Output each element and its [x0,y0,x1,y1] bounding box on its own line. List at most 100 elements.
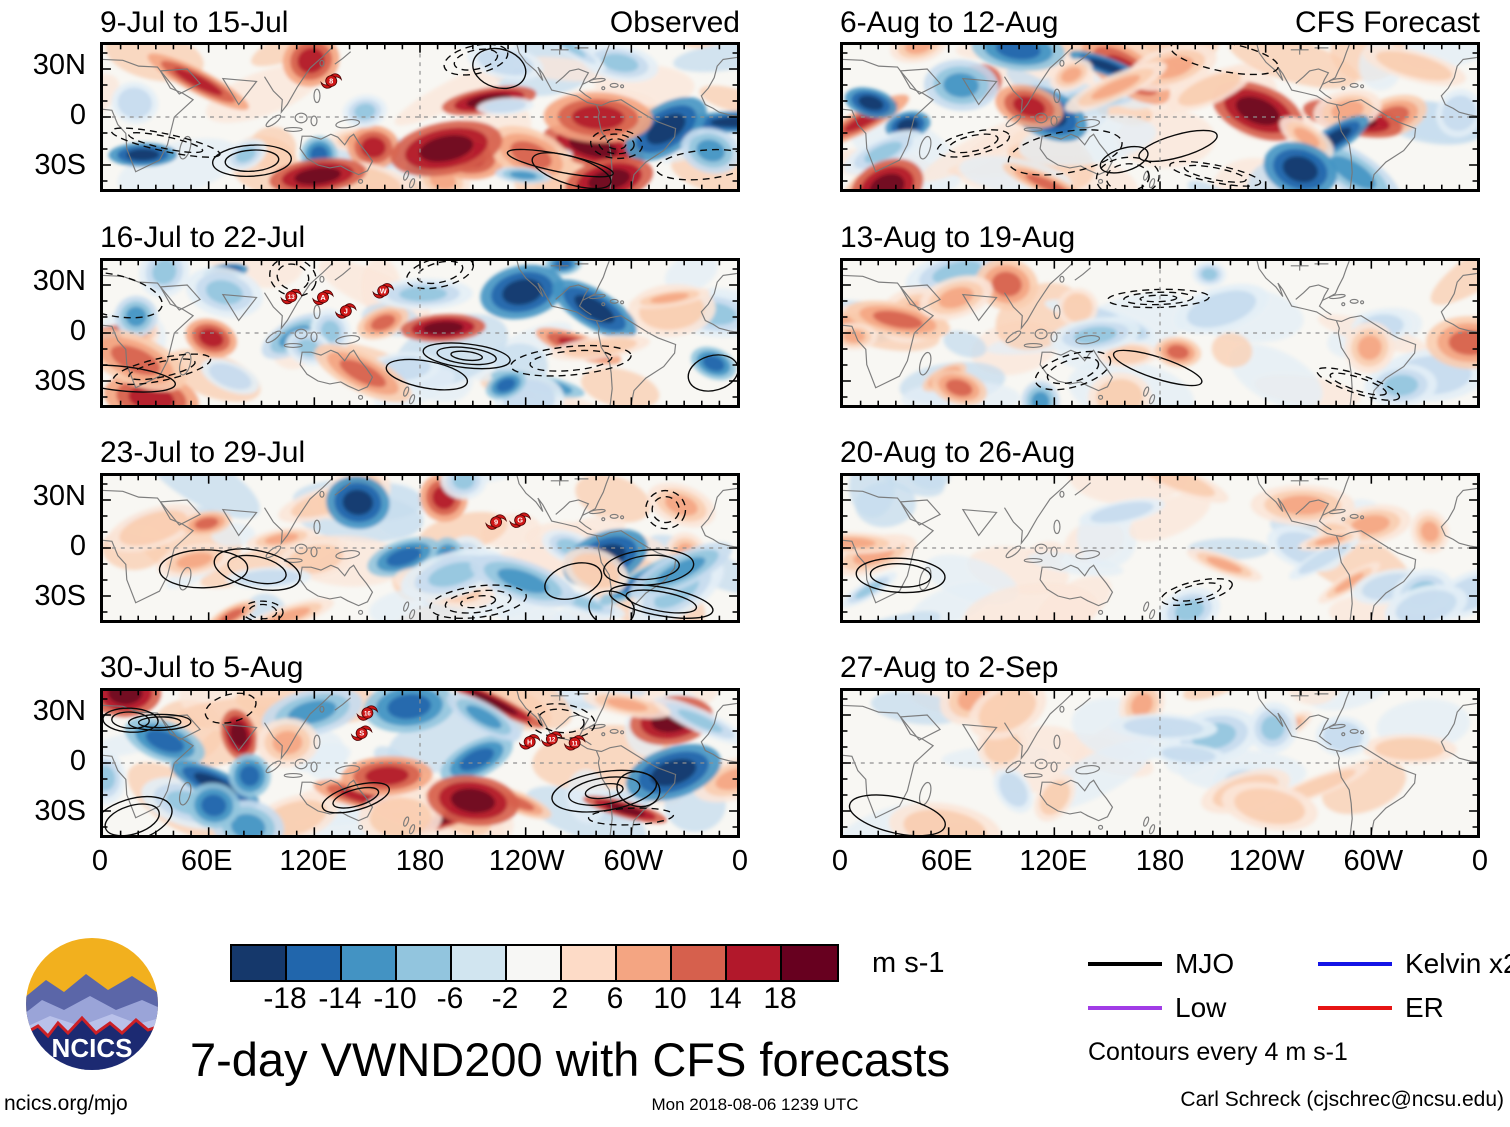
y-tick-label: 30S [34,580,86,612]
colorbar-cell [452,946,507,980]
map-panel [840,473,1480,623]
svg-text:12: 12 [548,738,555,744]
kelvin-line-swatch [1318,962,1392,966]
x-tick-label: 120W [488,845,565,877]
colorbar-cell [727,946,782,980]
timestamp: Mon 2018-08-06 1239 UTC [651,1095,859,1114]
y-tick-label: 30S [34,795,86,827]
colorbar-tick-label: 14 [708,982,742,1015]
x-tick-label: 120E [1019,845,1088,877]
x-tick-label: 60E [180,845,233,877]
legend-item-mjo: MJO [1088,948,1234,980]
y-tick-label: 30S [34,365,86,397]
y-tick-label: 30N [32,49,86,81]
legend-item-kelvin: Kelvin x2 [1318,948,1510,980]
svg-text:13: 13 [288,295,295,301]
panel-title: 16-Jul to 22-Jul [100,221,306,254]
svg-text:A: A [320,293,326,302]
x-tick-label: 0 [731,845,749,877]
low-line-swatch [1088,1006,1162,1010]
colorbar-cell [672,946,727,980]
colorbar-ticks: -18 -14 -10 -6 -2 2 6 10 14 18 [230,982,835,1016]
svg-text:8: 8 [329,77,333,86]
colorbar-tick-label: 10 [653,982,687,1015]
y-tick-label: 0 [69,99,86,131]
observed-column: 9-Jul to 15-Jul Observed 8 16-Jul to 22-… [92,0,748,900]
contour-legend: MJO Kelvin x2 Low ER Contours every 4 m … [1088,944,1510,1074]
y-tick-label: 30N [32,265,86,297]
colorbar-cell [397,946,452,980]
legend-label: MJO [1175,948,1235,979]
panel-title: 30-Jul to 5-Aug [100,651,304,684]
y-tick-label: 30N [32,480,86,512]
x-tick-label: 120W [1228,845,1305,877]
colorbar-tick-label: -18 [263,982,307,1015]
x-tick-label: 0 [91,845,109,877]
y-tick-label: 0 [69,315,86,347]
map-panel [840,42,1480,192]
panel-title: 20-Aug to 26-Aug [840,436,1076,469]
legend-label: Low [1175,992,1227,1023]
svg-text:S: S [359,729,364,738]
panel-title: 13-Aug to 19-Aug [840,221,1076,254]
logo-ridge-line [26,1015,158,1039]
svg-text:9: 9 [494,518,498,527]
map-canvas [843,476,1477,620]
map-canvas [843,261,1477,405]
panel-title: 9-Jul to 15-Jul [100,6,289,39]
colorbar-tick-label: -6 [436,982,464,1015]
forecast-column: 6-Aug to 12-Aug CFS Forecast 13-Aug to 1… [832,0,1488,900]
colorbar-cell [287,946,342,980]
er-line-swatch [1318,1006,1392,1010]
legend-label: Kelvin x2 [1405,948,1510,979]
panel-title: 27-Aug to 2-Sep [840,651,1059,684]
colorbar-cell [507,946,562,980]
main-title: 7-day VWND200 with CFS forecasts [190,1033,951,1086]
map-panel: 13 A J W [100,258,740,408]
colorbar-cell [782,946,837,980]
x-tick-label: 60W [1343,845,1404,877]
legend-item-er: ER [1318,992,1444,1024]
colorbar-tick-label: 18 [763,982,797,1015]
map-panel [840,258,1480,408]
colorbar-tick-label: -10 [373,982,417,1015]
colorbar-cell [342,946,397,980]
map-canvas: 16 S H 12 11 [103,691,737,835]
map-canvas [843,45,1477,189]
mjo-line-swatch [1088,962,1162,966]
author-credit: Carl Schreck (cjschrec@ncsu.edu) [1180,1088,1504,1111]
x-tick-label: 60W [603,845,664,877]
ncics-logo: NCICS [26,938,158,1070]
colorbar-cell [617,946,672,980]
y-tick-label: 30S [34,149,86,181]
x-tick-label: 0 [1471,845,1489,877]
column-corner-label: Observed [609,6,740,39]
map-panel: 16 S H 12 11 [100,688,740,838]
panel-title: 6-Aug to 12-Aug [840,6,1059,39]
svg-text:16: 16 [364,712,371,718]
y-tick-label: 0 [69,530,86,562]
legend-label: ER [1405,992,1444,1023]
logo-text: NCICS [52,1033,133,1063]
site-url: ncics.org/mjo [4,1092,128,1115]
x-tick-label: 60E [920,845,973,877]
column-corner-label: CFS Forecast [1294,6,1480,39]
panel-title: 23-Jul to 29-Jul [100,436,306,469]
y-tick-label: 0 [69,745,86,777]
svg-text:G: G [517,516,523,525]
map-panel: 8 [100,42,740,192]
x-tick-label: 120E [279,845,348,877]
map-canvas [843,691,1477,835]
colorbar-tick-label: 6 [606,982,624,1015]
colorbar-tick-label: -14 [318,982,362,1015]
svg-text:J: J [344,307,348,316]
legend-item-low: Low [1088,992,1226,1024]
x-tick-label: 180 [1135,845,1185,877]
colorbar-cell [562,946,617,980]
map-canvas: 13 A J W [103,261,737,405]
map-canvas: 8 [103,45,737,189]
colorbar-cell [232,946,287,980]
